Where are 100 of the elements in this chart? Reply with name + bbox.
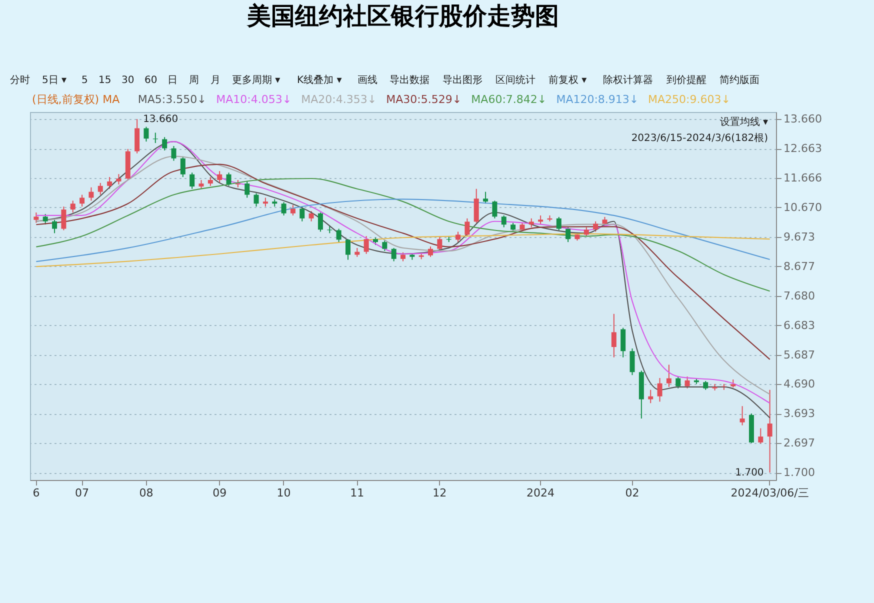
legend-title: (日线,前复权) MA bbox=[32, 93, 120, 106]
y-tick-label: 2.697 bbox=[784, 436, 815, 450]
text: 日 bbox=[168, 75, 178, 86]
text: 区间统计 bbox=[496, 74, 536, 86]
candlestick bbox=[144, 126, 149, 142]
y-tick-label: 5.687 bbox=[784, 348, 815, 362]
annotation: 1.700 bbox=[735, 468, 764, 479]
text: MA20:4.353↓ bbox=[301, 93, 377, 106]
candlestick bbox=[80, 194, 85, 208]
text: 到价提醒 bbox=[666, 74, 706, 86]
x-tick-label: 09 bbox=[212, 486, 227, 500]
candlestick bbox=[70, 200, 76, 213]
x-tick-label: 11 bbox=[350, 486, 364, 500]
candlestick bbox=[281, 202, 286, 216]
y-tick-label: 11.666 bbox=[784, 172, 822, 185]
y-tick-label: 10.670 bbox=[784, 200, 822, 214]
line-series bbox=[36, 164, 770, 360]
candlestick bbox=[190, 172, 195, 190]
text: 周 bbox=[189, 75, 199, 86]
text: 5 bbox=[82, 75, 88, 86]
candlestick bbox=[171, 145, 176, 162]
candlestick bbox=[767, 389, 772, 474]
text: 15 bbox=[98, 75, 112, 86]
x-tick-label: 6 bbox=[32, 486, 40, 500]
candlestick bbox=[52, 219, 58, 234]
candlestick bbox=[483, 191, 488, 204]
candlestick bbox=[758, 428, 764, 444]
candlestick bbox=[217, 170, 222, 184]
candlestick bbox=[456, 231, 461, 243]
x-tick-label: 10 bbox=[276, 486, 291, 500]
candlestick bbox=[254, 192, 259, 208]
text: 前复权 ▾ bbox=[548, 74, 587, 86]
chart-title: 美国纽约社区银行股价走势图 bbox=[246, 2, 559, 30]
candlestick bbox=[566, 226, 571, 243]
annotation: 设置均线 ▾ bbox=[720, 116, 768, 128]
text: MA60:7.842↓ bbox=[471, 93, 547, 106]
candlestick bbox=[290, 204, 296, 216]
y-tick-label: 13.660 bbox=[784, 112, 822, 126]
text: MA10:4.053↓ bbox=[216, 93, 292, 106]
candlestick bbox=[308, 210, 314, 222]
x-tick-label: 02 bbox=[625, 486, 640, 500]
line-series bbox=[36, 198, 770, 262]
text: MA5:3.550↓ bbox=[138, 93, 206, 106]
y-tick-label: 1.700 bbox=[784, 466, 815, 480]
candlestick bbox=[676, 376, 681, 389]
candlestick bbox=[300, 206, 305, 222]
candlestick bbox=[474, 188, 479, 224]
candlestick bbox=[657, 378, 662, 402]
candlestick bbox=[437, 236, 442, 252]
candlestick bbox=[611, 313, 616, 358]
candlestick bbox=[501, 214, 506, 228]
text: MA120:8.913↓ bbox=[556, 93, 639, 106]
candlestick bbox=[42, 213, 48, 225]
candlestick bbox=[134, 118, 140, 154]
candlestick bbox=[684, 376, 690, 389]
candlestick bbox=[226, 172, 232, 186]
annotation: 2023/6/15-2024/3/6(182根) bbox=[631, 132, 768, 144]
candlestick bbox=[107, 176, 112, 190]
x-tick-label: 2024 bbox=[526, 486, 555, 500]
candlestick bbox=[593, 220, 598, 232]
candlestick bbox=[391, 247, 396, 262]
candlestick bbox=[61, 206, 66, 231]
x-tick-label: 2024/03/06/三 bbox=[730, 486, 809, 500]
candlestick bbox=[620, 327, 626, 358]
candlestick bbox=[88, 186, 94, 202]
text: 60 bbox=[144, 75, 158, 86]
candlestick bbox=[666, 364, 672, 388]
candlestick bbox=[180, 156, 186, 178]
candlestick bbox=[556, 216, 562, 231]
y-tick-label: 3.693 bbox=[784, 407, 815, 420]
text: 导出数据 bbox=[390, 74, 430, 86]
candlestick bbox=[98, 182, 103, 196]
y-tick-label: 8.677 bbox=[784, 260, 815, 273]
text: 5日 ▾ bbox=[42, 75, 67, 86]
candlestick bbox=[318, 212, 323, 232]
text: 月 bbox=[210, 75, 220, 86]
line-series bbox=[36, 178, 770, 292]
annotation: 13.660 bbox=[143, 114, 178, 126]
text: K线叠加 ▾ bbox=[297, 74, 342, 86]
candlestick bbox=[116, 174, 122, 185]
text: MA30:5.529↓ bbox=[386, 93, 462, 106]
text: MA250:9.603↓ bbox=[648, 93, 730, 106]
candlestick bbox=[244, 180, 250, 198]
text: 简约版面 bbox=[720, 74, 760, 86]
y-tick-label: 4.690 bbox=[784, 378, 815, 391]
candlestick bbox=[336, 228, 342, 243]
y-tick-label: 12.663 bbox=[784, 142, 822, 156]
candlestick bbox=[464, 218, 470, 237]
y-tick-label: 6.683 bbox=[784, 318, 815, 332]
candlestick bbox=[492, 200, 498, 219]
text: 画线 bbox=[358, 74, 378, 86]
candlestick bbox=[740, 406, 745, 426]
x-tick-label: 08 bbox=[139, 486, 154, 500]
text: 分时 bbox=[10, 74, 30, 86]
y-tick-label: 7.680 bbox=[784, 289, 815, 302]
candlestick bbox=[34, 212, 39, 224]
candlestick bbox=[648, 389, 654, 404]
x-tick-label: 12 bbox=[432, 486, 447, 500]
candlestick bbox=[428, 246, 434, 258]
text: 30 bbox=[122, 75, 134, 86]
